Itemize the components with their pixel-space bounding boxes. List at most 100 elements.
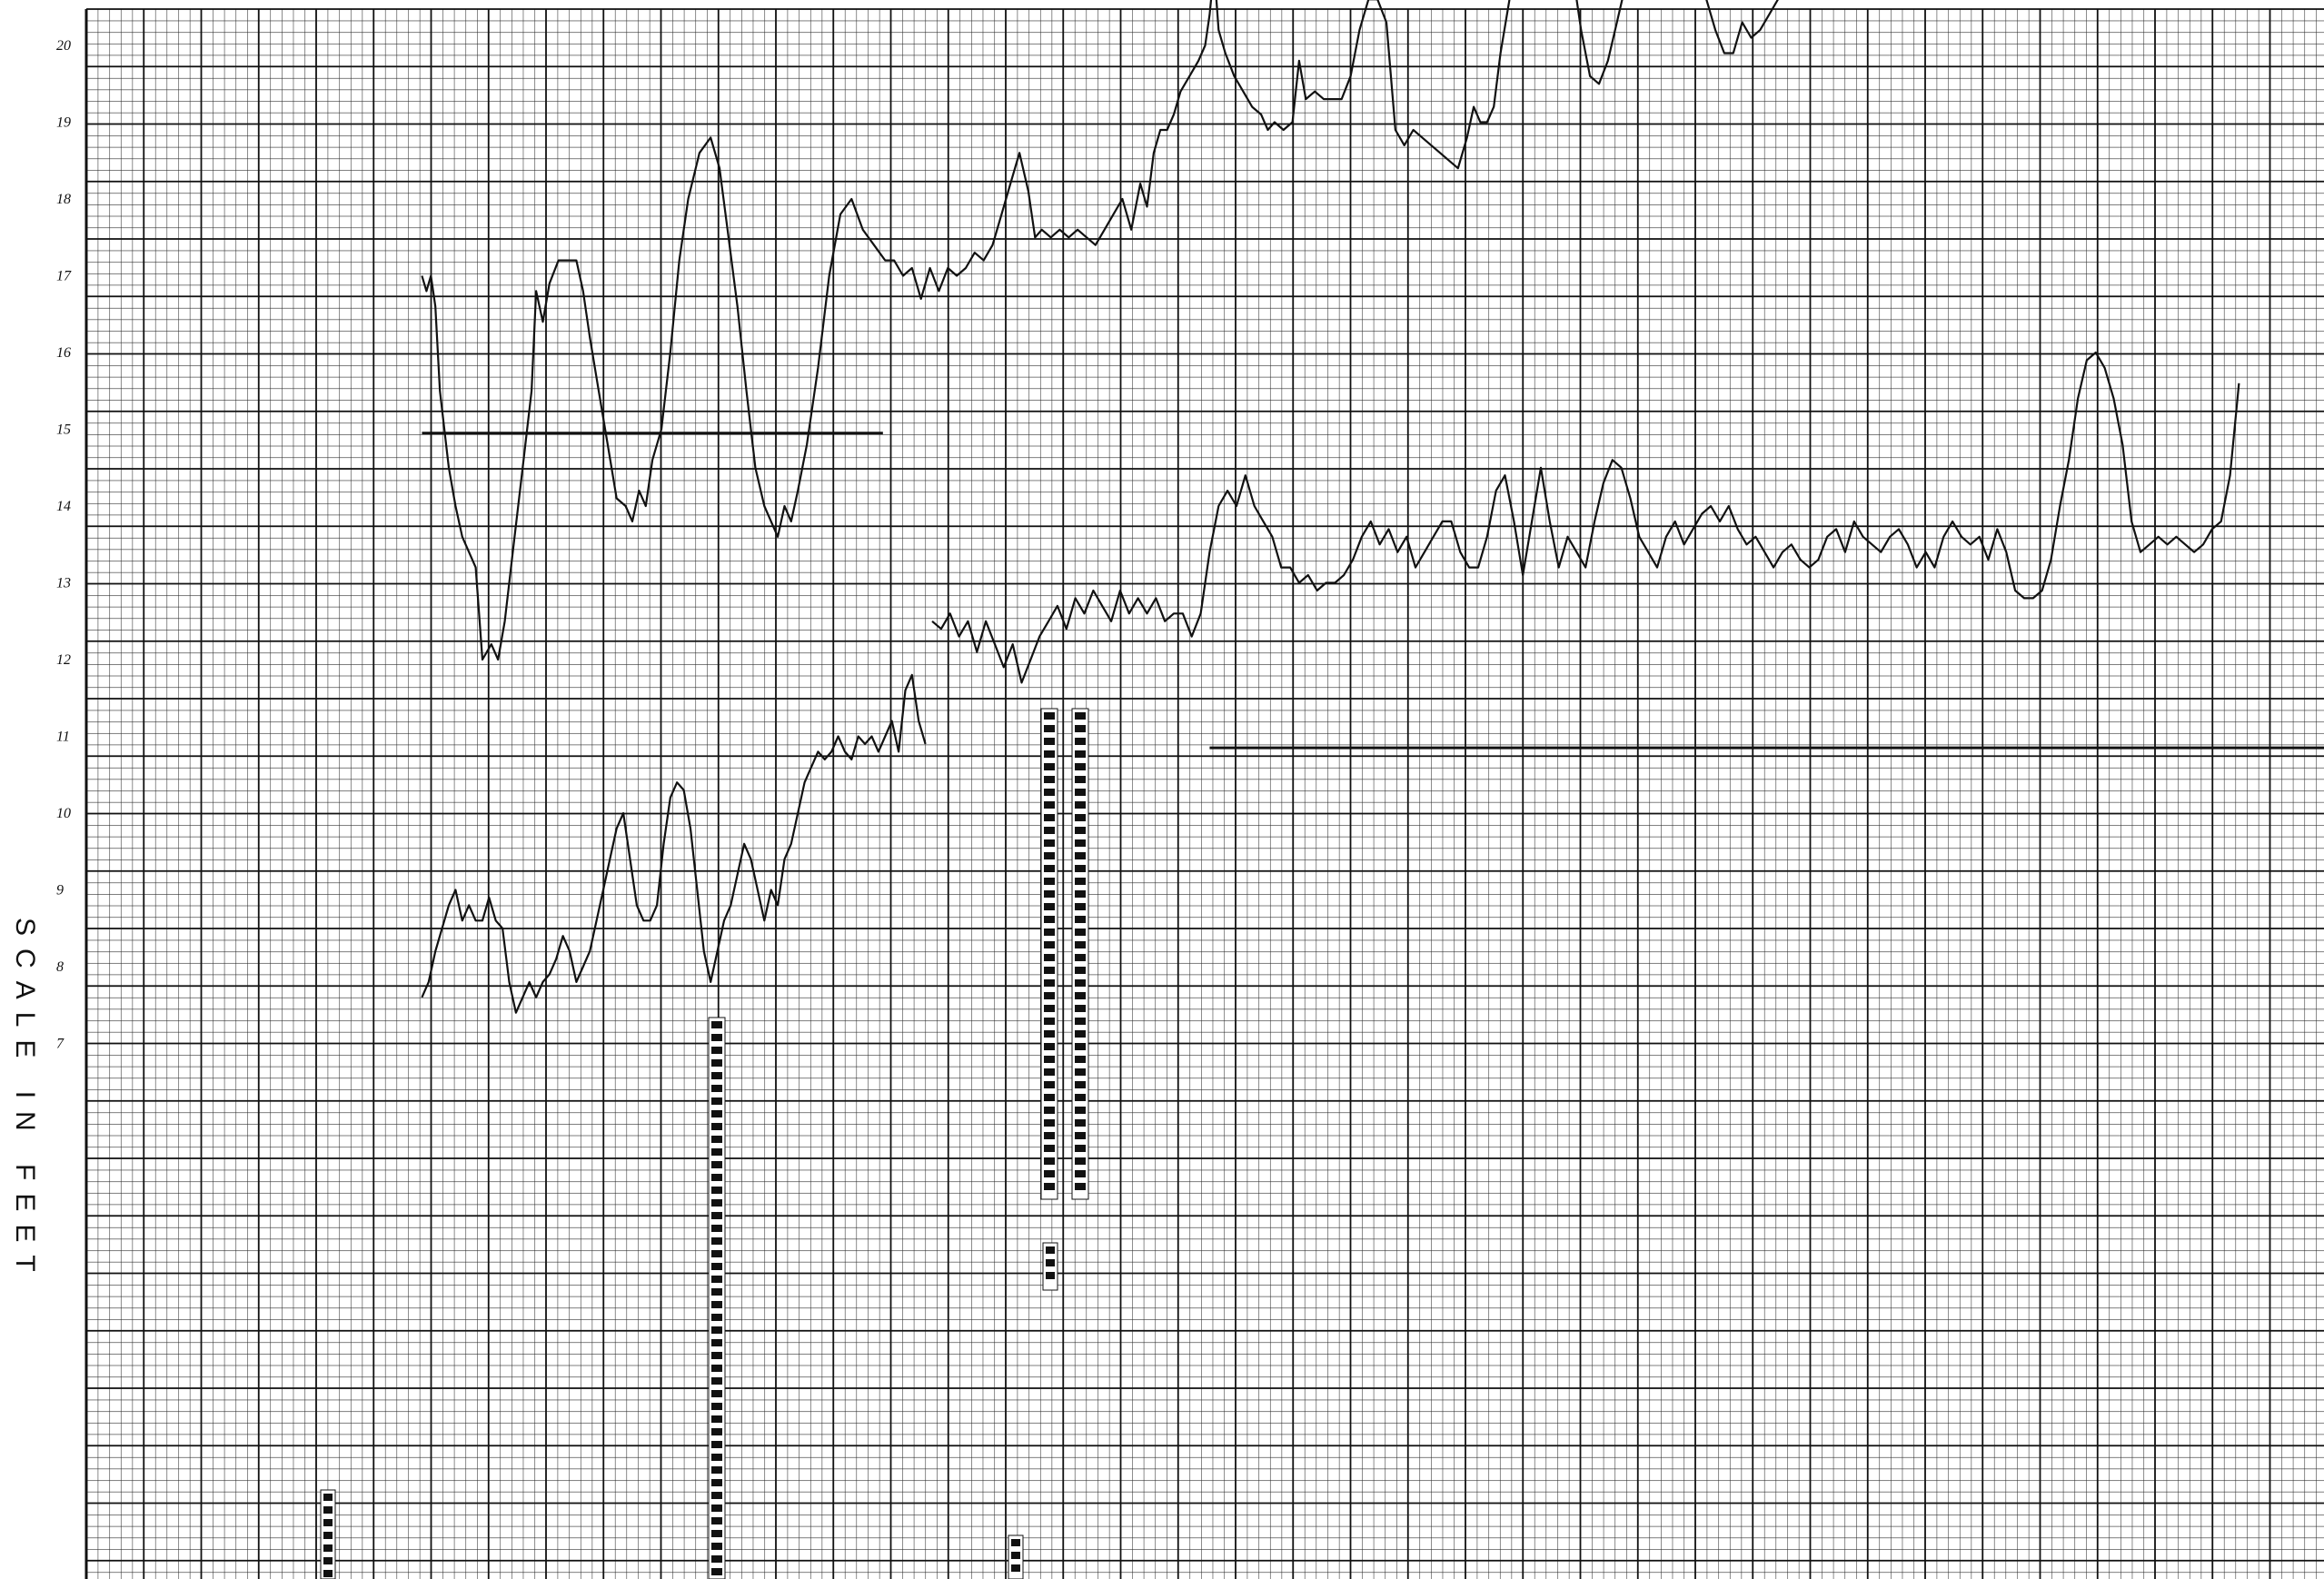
annotation-glyph — [1075, 1068, 1086, 1076]
annotation-glyph — [1044, 878, 1055, 885]
series-line-3 — [421, 673, 927, 1014]
annotation-glyph — [711, 1428, 722, 1435]
annotation-glyph — [1075, 750, 1086, 758]
annotation-glyph — [1044, 929, 1055, 936]
annotation-glyph — [1044, 839, 1055, 847]
annotation-glyph — [711, 1288, 722, 1296]
annotation-glyph — [1044, 1056, 1055, 1063]
y-tick-label: 12 — [56, 652, 71, 668]
annotation-glyph — [1075, 1157, 1086, 1165]
annotation-glyph — [711, 1237, 722, 1245]
annotation-glyph — [711, 1263, 722, 1270]
y-tick-label: 16 — [56, 345, 71, 361]
annotation-glyph — [1075, 738, 1086, 745]
annotation-glyph — [1075, 979, 1086, 987]
annotation-glyph — [1075, 852, 1086, 859]
annotation-glyph — [1075, 839, 1086, 847]
annotation-glyph — [711, 1517, 722, 1524]
y-tick-label: 11 — [56, 730, 70, 745]
annotation-glyph — [711, 1365, 722, 1372]
annotation-glyph — [1011, 1539, 1020, 1546]
y-tick-label: 9 — [56, 883, 64, 899]
annotation-glyph — [1075, 865, 1086, 872]
annotation-glyph — [1075, 1107, 1086, 1114]
annotation-glyph — [1011, 1564, 1020, 1572]
annotation-glyph — [1044, 776, 1055, 783]
annotation-glyph — [1075, 1145, 1086, 1152]
annotation-glyph — [1044, 750, 1055, 758]
annotation-glyph — [323, 1494, 333, 1501]
annotation-glyph — [711, 1097, 722, 1105]
series-line-1 — [421, 0, 1779, 661]
annotation-glyph — [323, 1506, 333, 1514]
annotation-glyph — [1044, 738, 1055, 745]
annotation-glyph — [711, 1047, 722, 1054]
annotation-glyph — [1075, 1183, 1086, 1190]
y-tick-label: 17 — [56, 269, 72, 284]
y-tick-label: 15 — [56, 422, 71, 438]
annotation-glyph — [711, 1085, 722, 1092]
annotation-glyph — [711, 1187, 722, 1194]
annotation-glyph — [1046, 1246, 1055, 1254]
annotation-glyph — [711, 1161, 722, 1168]
annotation-glyph — [711, 1505, 722, 1512]
annotation-glyph — [711, 1225, 722, 1232]
annotation-glyph — [1075, 954, 1086, 961]
annotation-glyph — [1044, 967, 1055, 974]
annotation-glyph — [711, 1314, 722, 1321]
annotation-glyph — [1075, 1043, 1086, 1050]
annotation-glyph — [1075, 814, 1086, 821]
annotation-glyph — [1044, 1030, 1055, 1038]
annotation-glyph — [711, 1352, 722, 1359]
y-tick-label: 7 — [56, 1037, 65, 1052]
y-tick-label: 19 — [56, 115, 71, 131]
y-tick-label: 20 — [56, 38, 71, 54]
annotation-glyph — [1044, 1183, 1055, 1190]
annotation-glyph — [1046, 1272, 1055, 1279]
annotation-glyph — [711, 1492, 722, 1499]
annotation-glyph — [1044, 827, 1055, 834]
annotation-glyph — [711, 1555, 722, 1563]
annotation-glyph — [1044, 992, 1055, 999]
reference-lines — [422, 432, 2324, 750]
annotation-glyph — [1075, 776, 1086, 783]
y-axis-title: SCALE IN FEET — [10, 918, 40, 1285]
annotation-glyph — [1044, 1145, 1055, 1152]
annotation-glyph — [711, 1110, 722, 1117]
annotation-glyph — [1046, 1259, 1055, 1266]
annotation-glyph — [323, 1532, 333, 1539]
annotation-glyph — [711, 1568, 722, 1575]
annotation-glyph — [1075, 1094, 1086, 1101]
annotation-glyph — [1044, 712, 1055, 720]
annotation-glyph — [1075, 890, 1086, 898]
annotation-glyph — [711, 1174, 722, 1181]
annotation-glyph — [1075, 1119, 1086, 1127]
annotation-glyph — [711, 1148, 722, 1156]
annotation-glyph — [1044, 789, 1055, 796]
y-tick-label: 13 — [56, 576, 71, 591]
y-tick-label: 10 — [56, 806, 71, 821]
annotation-glyph — [1044, 1081, 1055, 1088]
annotation-glyph — [1044, 814, 1055, 821]
annotation-glyph — [1075, 992, 1086, 999]
annotation-glyph — [711, 1530, 722, 1537]
annotation-glyph — [1044, 941, 1055, 948]
annotation-glyph — [711, 1403, 722, 1410]
annotation-glyph — [1044, 1068, 1055, 1076]
annotation-glyph — [1075, 789, 1086, 796]
annotation-glyph — [1044, 1094, 1055, 1101]
annotation-glyph — [1075, 1005, 1086, 1012]
annotation-glyph — [711, 1136, 722, 1143]
annotation-glyph — [1075, 1030, 1086, 1038]
annotation-glyph — [711, 1479, 722, 1486]
annotation-glyph — [1075, 763, 1086, 770]
annotation-glyph — [1044, 979, 1055, 987]
annotation-strip — [708, 1017, 726, 1579]
y-axis-ticks: 7 8 9 10 11 12 13 14 15 16 17 18 19 20 — [56, 38, 72, 1052]
annotation-glyph — [711, 1301, 722, 1308]
grid-paper — [86, 9, 2324, 1579]
annotation-glyph — [1075, 916, 1086, 923]
y-tick-label: 8 — [56, 959, 64, 975]
annotation-glyph — [711, 1326, 722, 1334]
